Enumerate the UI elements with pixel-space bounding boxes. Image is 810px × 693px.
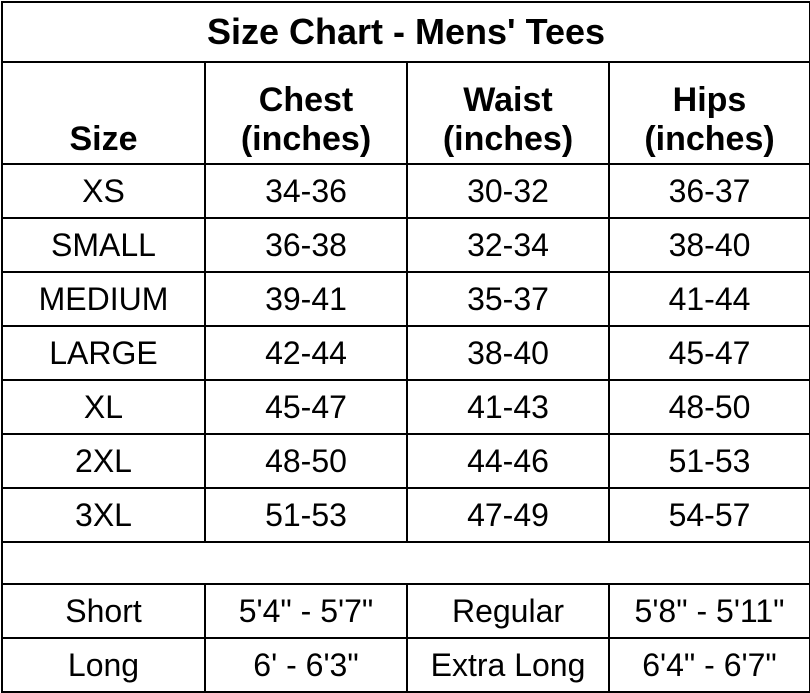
table-cell: 45-47	[607, 325, 810, 381]
table-cell: 47-49	[406, 487, 610, 543]
table-cell: 6'4" - 6'7"	[607, 637, 810, 693]
size-row: 2XL 48-50 44-46 51-53	[1, 433, 810, 489]
table-cell: 51-53	[607, 433, 810, 489]
table-cell: 5'8" - 5'11"	[607, 583, 810, 639]
table-cell: 34-36	[204, 163, 408, 219]
column-header: Waist (inches)	[406, 61, 610, 165]
table-cell: 2XL	[1, 433, 206, 489]
header-line2: (inches)	[442, 119, 574, 158]
table-cell: 36-38	[204, 217, 408, 273]
header-line2: Size	[69, 119, 138, 158]
table-cell: XL	[1, 379, 206, 435]
table-cell: 48-50	[204, 433, 408, 489]
table-cell: 3XL	[1, 487, 206, 543]
table-cell: 41-43	[406, 379, 610, 435]
table-cell: 48-50	[607, 379, 810, 435]
table-cell: XS	[1, 163, 206, 219]
header-row: Size Chest (inches) Waist (inches) Hips (inche…	[1, 61, 810, 165]
table-cell: 36-37	[607, 163, 810, 219]
table-cell: 5'4" - 5'7"	[204, 583, 408, 639]
chart-title: Size Chart - Mens' Tees	[0, 1, 810, 63]
size-row: 3XL 51-53 47-49 54-57	[1, 487, 810, 543]
table-cell: LARGE	[1, 325, 206, 381]
size-row: MEDIUM 39-41 35-37 41-44	[1, 271, 810, 327]
table-cell: 45-47	[204, 379, 408, 435]
table-cell: Regular	[406, 583, 610, 639]
table-cell: 41-44	[607, 271, 810, 327]
table-cell: 30-32	[406, 163, 610, 219]
table-cell: 44-46	[406, 433, 610, 489]
table-cell: 32-34	[406, 217, 610, 273]
spacer-row	[0, 541, 810, 585]
size-row: LARGE 42-44 38-40 45-47	[1, 325, 810, 381]
table-cell: 38-40	[406, 325, 610, 381]
size-row: SMALL 36-38 32-34 38-40	[1, 217, 810, 273]
length-row: Long 6' - 6'3" Extra Long 6'4" - 6'7"	[1, 637, 810, 693]
column-header: Hips (inches)	[607, 61, 810, 165]
header-line1: Waist	[463, 80, 553, 119]
header-line2: (inches)	[644, 119, 775, 158]
table-cell: 54-57	[607, 487, 810, 543]
table-cell: SMALL	[1, 217, 206, 273]
table-cell: 39-41	[204, 271, 408, 327]
column-header: Chest (inches)	[204, 61, 408, 165]
table-cell: Short	[1, 583, 206, 639]
table-cell: Long	[1, 637, 206, 693]
table-cell: 38-40	[607, 217, 810, 273]
header-line1: Chest	[258, 80, 354, 119]
header-line1: Hips	[672, 80, 747, 119]
table-cell: 42-44	[204, 325, 408, 381]
table-cell: 35-37	[406, 271, 610, 327]
column-header: Size	[1, 61, 206, 165]
table-cell: MEDIUM	[1, 271, 206, 327]
size-row: XS 34-36 30-32 36-37	[1, 163, 810, 219]
length-row: Short 5'4" - 5'7" Regular 5'8" - 5'11"	[1, 583, 810, 639]
table-cell: 6' - 6'3"	[204, 637, 408, 693]
header-line2: (inches)	[240, 119, 372, 158]
size-row: XL 45-47 41-43 48-50	[1, 379, 810, 435]
table-cell: Extra Long	[406, 637, 610, 693]
table-cell: 51-53	[204, 487, 408, 543]
spacer-cell	[0, 541, 810, 585]
title-row: Size Chart - Mens' Tees	[0, 1, 810, 63]
